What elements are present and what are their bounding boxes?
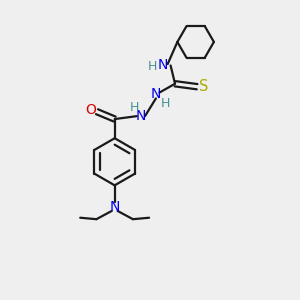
Text: H: H	[148, 60, 157, 73]
Text: O: O	[86, 103, 97, 117]
Text: H: H	[160, 97, 170, 110]
Text: N: N	[110, 200, 120, 214]
Text: N: N	[151, 87, 161, 101]
Text: N: N	[157, 58, 168, 73]
Text: H: H	[130, 101, 139, 114]
Text: S: S	[199, 79, 208, 94]
Text: N: N	[136, 109, 146, 123]
